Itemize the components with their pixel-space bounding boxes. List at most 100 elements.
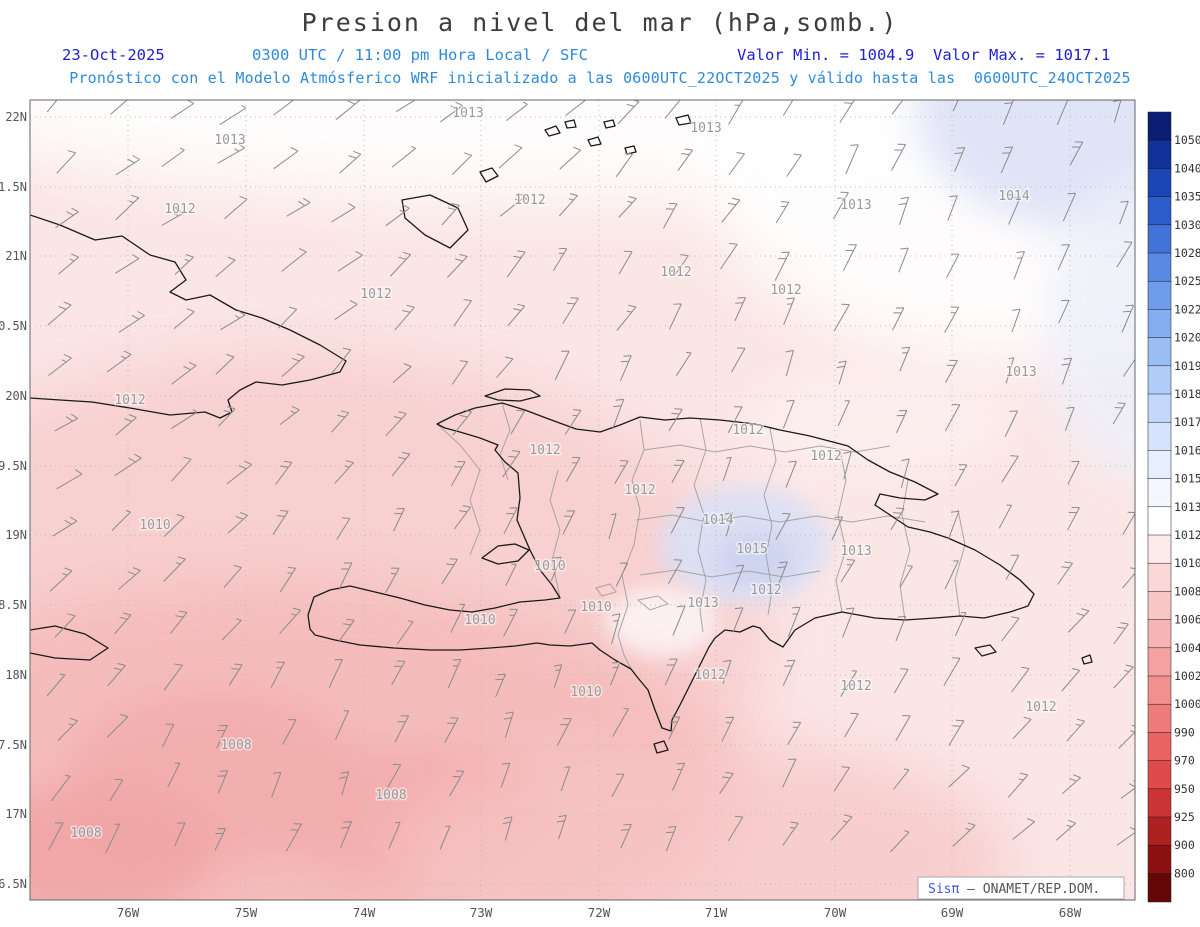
colorbar-label: 950 [1174, 782, 1195, 796]
lon-label: 76W [117, 905, 140, 920]
province-border [635, 514, 926, 523]
contour-label: 1012 [529, 443, 560, 458]
wind-barb [439, 825, 451, 850]
colorbar-cell [1147, 534, 1172, 564]
wind-barb [900, 458, 910, 489]
colorbar-cell [1147, 844, 1172, 875]
wind-barb [954, 147, 966, 172]
wind-barb [1112, 402, 1126, 425]
wind-barb [1008, 196, 1021, 225]
admin-borders [436, 402, 966, 670]
contour-label: 1013 [690, 121, 721, 136]
wind-barb [56, 469, 83, 490]
wind-barb [1067, 460, 1080, 485]
wind-barb [1119, 200, 1129, 225]
wind-barb [270, 661, 285, 688]
wind-barb [391, 145, 417, 168]
wind-barb [226, 460, 253, 485]
wind-barb [1056, 100, 1069, 126]
colorbar-label: 1040 [1174, 161, 1200, 175]
wind-barb [216, 724, 228, 749]
latlon-grid [30, 100, 1135, 900]
colorbar-cell [1147, 139, 1172, 170]
min-value-label: Valor Min. = 1004.9 [737, 46, 915, 64]
wind-barb [58, 253, 80, 275]
wind-barb [944, 560, 959, 590]
wind-barb [1001, 616, 1020, 642]
wind-barb [842, 244, 857, 272]
wind-barb [1118, 724, 1135, 749]
wind-barb [47, 301, 72, 326]
contour-label: 1012 [514, 193, 545, 208]
wind-barb [556, 814, 567, 840]
colorbar-label: 1018 [1174, 387, 1200, 401]
attribution-text: Sisπ – ONAMET/REP.DOM. [928, 882, 1100, 897]
wind-barb [619, 355, 632, 382]
wind-barb [670, 507, 685, 534]
wind-barb [787, 606, 801, 637]
wind-barb [279, 566, 297, 593]
wind-barb [506, 250, 526, 278]
wind-barb [833, 766, 850, 792]
wind-barb [1057, 244, 1070, 271]
wind-barb [334, 300, 358, 321]
wind-barb [728, 100, 744, 125]
wind-barb [668, 716, 681, 740]
wind-barb [611, 773, 625, 797]
wind-barb [831, 516, 844, 541]
contour-label: 1012 [770, 283, 801, 298]
colorbar-cell [1147, 224, 1172, 254]
wind-barb [385, 411, 407, 437]
wind-barb [946, 253, 960, 278]
wind-barb [1005, 554, 1020, 580]
wind-barb [48, 354, 72, 376]
contour-label: 1012 [694, 668, 725, 683]
wind-barb [163, 556, 186, 582]
wind-barb [896, 410, 908, 434]
wind-barb [840, 670, 858, 697]
colorbar-cell [1147, 478, 1172, 508]
wind-barb [943, 657, 961, 687]
wind-barb [450, 603, 466, 633]
axis-labels: 22N 1.5N 21N 0.5N 20N 9.5N 19N 8.5N 18N 7.5N 17N 6.… [0, 110, 1082, 920]
wind-barb [110, 100, 128, 115]
wind-barb [719, 772, 734, 795]
wind-barb [109, 778, 124, 802]
contour-labels: 1013 1013 1013 1012 1012 1013 1014 1012 1012 1012… [69, 105, 1058, 843]
wind-barb [223, 565, 242, 588]
province-border [617, 419, 645, 670]
contour-label: 1008 [220, 738, 251, 753]
wind-barb [786, 153, 802, 177]
wind-barb [111, 510, 131, 531]
wind-barb [48, 822, 64, 851]
wind-barb [552, 247, 568, 271]
wind-barb [388, 821, 401, 849]
colorbar-cell [1147, 196, 1172, 226]
wind-barb [1122, 567, 1135, 589]
wind-barb [1113, 622, 1129, 645]
wind-barb [893, 768, 910, 790]
coastline [481, 543, 530, 565]
wind-barb [331, 410, 350, 433]
wind-barb [843, 451, 852, 480]
shade-blob [750, 365, 1010, 475]
coastline [675, 114, 692, 126]
wind-barb [106, 713, 129, 738]
wind-barb [56, 150, 77, 174]
wind-barb [510, 409, 526, 435]
wind-barb [441, 203, 460, 226]
wind-barb [562, 510, 576, 535]
wind-barb [1066, 718, 1086, 742]
coastline [653, 740, 669, 754]
province-border [693, 417, 707, 633]
wind-barb [118, 311, 145, 333]
header: Presion a nivel del mar (hPa,somb.) 23-O… [0, 0, 1200, 96]
contour-label: 1015 [736, 542, 767, 557]
wind-barb [163, 514, 185, 537]
wind-barb [669, 303, 682, 330]
wind-barb [954, 464, 968, 487]
colorbar-label: 1006 [1174, 613, 1200, 627]
wind-barb [833, 303, 850, 332]
